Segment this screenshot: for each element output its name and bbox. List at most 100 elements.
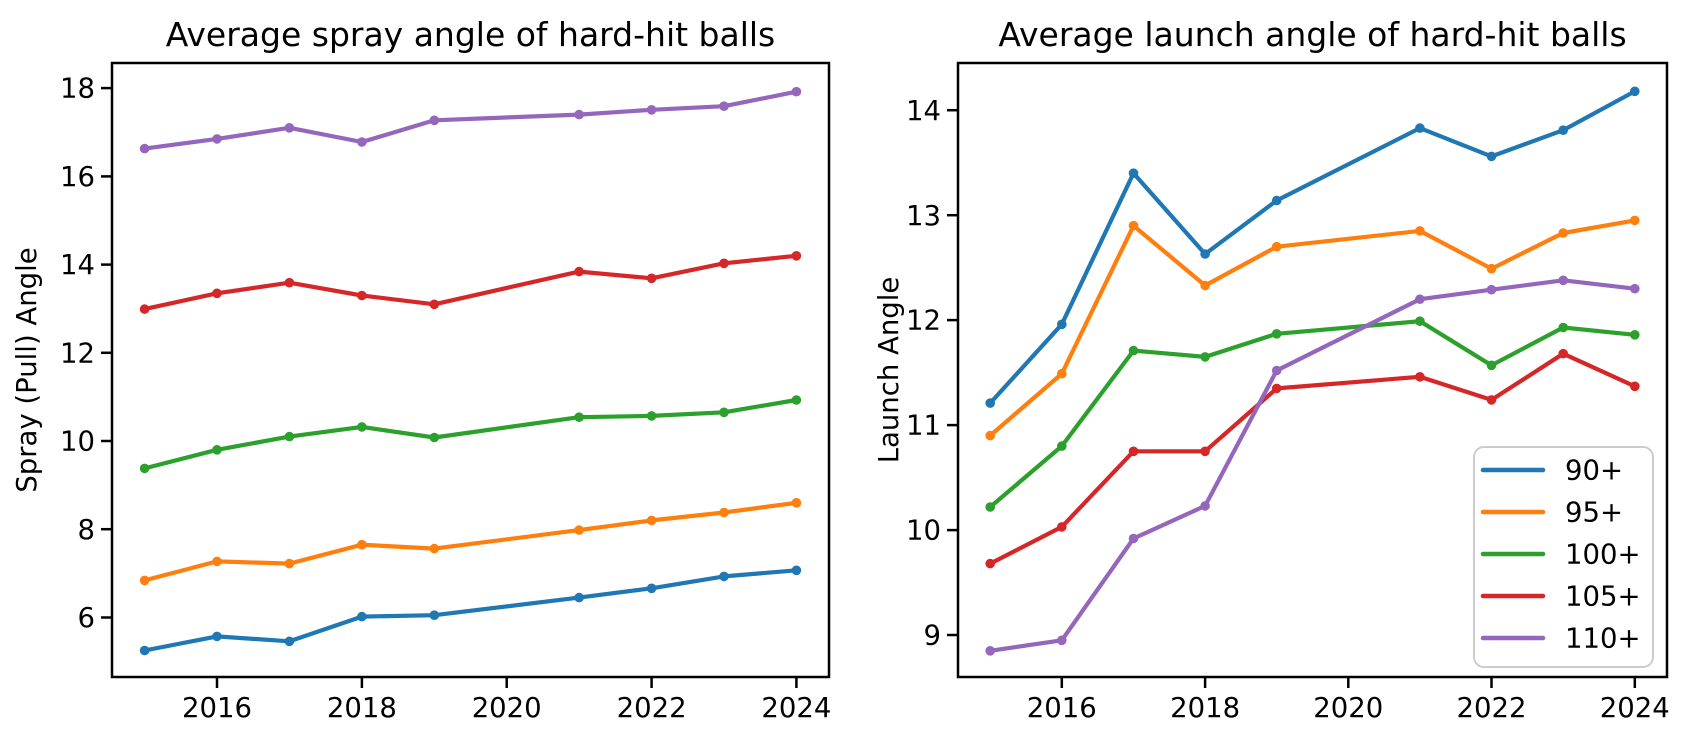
series-95+-marker-2022 <box>1486 263 1497 274</box>
y-tick-label-11: 11 <box>906 410 941 442</box>
y-tick-label-13: 13 <box>906 200 941 232</box>
legend-label-105+: 105+ <box>1565 581 1641 613</box>
plot-frame <box>110 61 831 679</box>
series-95+-marker-2022 <box>646 515 657 526</box>
series-105+-marker-2015 <box>139 304 150 314</box>
series-90+-marker-2021 <box>1415 123 1425 133</box>
series-105+-line <box>142 253 799 312</box>
series-90+-marker-2019 <box>429 610 440 620</box>
legend-label-95+: 95+ <box>1565 497 1623 529</box>
x-tick-label-2022: 2022 <box>1457 692 1527 724</box>
series-90+-marker-2021 <box>574 592 584 603</box>
x-tick-label-2022: 2022 <box>617 692 687 724</box>
series-110+-marker-2023 <box>719 101 729 111</box>
series-100+-marker-2016 <box>1057 441 1067 451</box>
series-95+-marker-2015 <box>985 430 995 441</box>
series-100+-marker-2015 <box>139 463 150 474</box>
series-90+-marker-2016 <box>1057 319 1067 330</box>
legend-label-110+: 110+ <box>1565 623 1641 655</box>
series-100+-line <box>142 397 799 471</box>
series-105+-marker-2018 <box>357 290 367 301</box>
series-110+-line <box>142 89 799 151</box>
x-tick-label-2016: 2016 <box>1027 692 1097 724</box>
series-100+-marker-2022 <box>1486 360 1497 371</box>
series-110+-marker-2017 <box>1128 533 1139 544</box>
y-tick-label-14: 14 <box>60 249 95 281</box>
left-chart-title: Average spray angle of hard-hit balls <box>166 15 776 54</box>
series-110+-marker-2018 <box>1200 501 1210 511</box>
series-105+-marker-2017 <box>284 277 295 288</box>
y-tick-label-9: 9 <box>924 620 942 652</box>
series-100+-marker-2021 <box>1415 316 1425 327</box>
series-100+-marker-2024 <box>791 395 802 405</box>
y-tick-label-10: 10 <box>906 515 941 547</box>
y-tick-label-10: 10 <box>60 426 95 458</box>
right-y-axis-label: Launch Angle <box>873 277 905 464</box>
series-110+-marker-2016 <box>1057 635 1067 646</box>
series-90+-marker-2018 <box>1200 249 1210 259</box>
legend-label-90+: 90+ <box>1565 455 1623 487</box>
series-90+-marker-2015 <box>139 645 150 656</box>
series-110+-marker-2021 <box>1415 294 1425 305</box>
series-105+-marker-2022 <box>646 273 657 284</box>
x-tick-label-2018: 2018 <box>1170 692 1240 724</box>
series-105+-marker-2021 <box>1415 372 1425 382</box>
series-100+-marker-2017 <box>284 431 295 442</box>
series-100+-marker-2019 <box>429 432 440 443</box>
series-105+-marker-2018 <box>1200 446 1210 457</box>
series-95+-marker-2016 <box>1057 368 1067 379</box>
series-105+-marker-2016 <box>212 288 222 299</box>
series-105+-marker-2024 <box>1630 381 1640 392</box>
series-110+-marker-2024 <box>1630 283 1640 294</box>
series-105+-marker-2016 <box>1057 522 1067 532</box>
series-90+-line <box>142 568 799 653</box>
series-105+-marker-2023 <box>1558 348 1568 359</box>
x-tick-label-2024: 2024 <box>761 692 831 724</box>
series-95+-marker-2018 <box>1200 280 1210 291</box>
series-105+-marker-2023 <box>719 258 729 269</box>
y-tick-label-18: 18 <box>60 73 95 105</box>
series-105+-marker-2015 <box>985 558 995 569</box>
spray-angle-plot: 2016 2018 2020 2022 2024 6 8 10 12 14 16 18 <box>60 61 831 724</box>
series-90+-marker-2018 <box>357 611 367 622</box>
series-100+-marker-2019 <box>1271 329 1282 339</box>
series-95+-marker-2016 <box>212 556 222 567</box>
legend-box <box>1473 446 1654 668</box>
series-95+-marker-2019 <box>429 543 440 554</box>
series-110+-marker-2015 <box>985 646 995 656</box>
series-90+-marker-2022 <box>1486 151 1497 162</box>
series-90+-marker-2023 <box>1558 125 1568 135</box>
x-tick-label-2016: 2016 <box>182 692 252 724</box>
series-100+-marker-2024 <box>1630 330 1640 340</box>
series-90+-marker-2022 <box>646 583 657 594</box>
series-110+-marker-2018 <box>357 137 367 147</box>
series-90+-marker-2017 <box>1128 168 1139 178</box>
series-110+-marker-2023 <box>1558 275 1568 286</box>
series-95+-marker-2021 <box>574 525 584 535</box>
series-100+-marker-2021 <box>574 412 584 423</box>
series-110+-marker-2022 <box>1486 284 1497 295</box>
series-105+-marker-2022 <box>1486 395 1497 405</box>
series-105+-marker-2021 <box>574 266 584 277</box>
series-105+-marker-2024 <box>791 251 802 261</box>
series-100+-marker-2022 <box>646 411 657 421</box>
plot-frame <box>956 61 1669 679</box>
y-tick-label-6: 6 <box>78 602 96 634</box>
series-95+-line <box>142 500 799 583</box>
series-90+-marker-2019 <box>1271 195 1282 206</box>
series-100+-marker-2015 <box>985 502 995 512</box>
series-100+-marker-2017 <box>1128 345 1139 356</box>
series-105+-marker-2019 <box>429 299 440 310</box>
launch-angle-plot: 2016 2018 2020 2022 2024 9 10 11 12 13 14 90+ 95+ 100… <box>906 61 1670 724</box>
series-95+-marker-2019 <box>1271 241 1282 252</box>
series-110+-marker-2019 <box>1271 365 1282 376</box>
series-95+-line <box>988 218 1637 438</box>
x-tick-label-2020: 2020 <box>472 692 542 724</box>
y-tick-label-14: 14 <box>906 95 941 127</box>
series-110+-marker-2015 <box>139 143 150 154</box>
series-110+-marker-2016 <box>212 134 222 144</box>
right-chart-title: Average launch angle of hard-hit balls <box>998 15 1626 54</box>
series-90+-marker-2024 <box>791 565 802 576</box>
series-95+-marker-2023 <box>1558 228 1568 238</box>
